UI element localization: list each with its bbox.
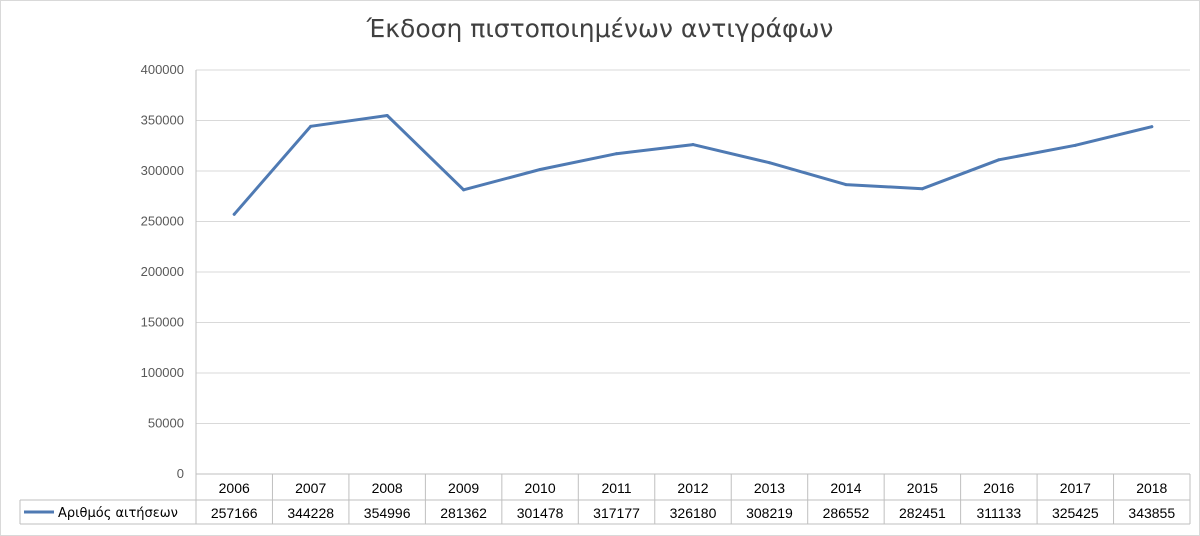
data-table-value: 343855 — [1128, 505, 1175, 521]
data-point — [997, 158, 1001, 162]
data-point — [232, 212, 236, 216]
grid-lines — [196, 69, 1190, 424]
x-tick-label: 2015 — [907, 480, 938, 496]
y-tick-label: 200000 — [141, 264, 184, 279]
data-table-value: 354996 — [364, 505, 411, 521]
legend-label: Αριθμός αιτήσεων — [58, 506, 178, 521]
x-tick-label: 2010 — [524, 480, 555, 496]
data-point — [767, 161, 771, 165]
data-table-value: 308219 — [746, 505, 793, 521]
data-point — [1073, 143, 1077, 147]
data-table-value: 257166 — [211, 505, 258, 521]
y-tick-label: 50000 — [148, 416, 184, 431]
data-point — [844, 183, 848, 187]
data-point — [691, 143, 695, 147]
series-group — [232, 113, 1154, 216]
x-tick-label: 2013 — [754, 480, 785, 496]
y-tick-label: 350000 — [141, 113, 184, 128]
y-tick-label: 150000 — [141, 315, 184, 330]
data-table-value: 311133 — [977, 505, 1022, 521]
data-point — [615, 152, 619, 156]
y-tick-label: 250000 — [141, 214, 184, 229]
chart-title: Έκδοση πιστοποιημένων αντιγράφων — [366, 14, 834, 43]
y-tick-label: 0 — [177, 466, 184, 481]
x-tick-label: 2016 — [983, 480, 1014, 496]
x-tick-label: 2008 — [372, 480, 403, 496]
data-table-value: 325425 — [1052, 505, 1099, 521]
x-tick-label: 2011 — [601, 480, 631, 496]
series-line — [232, 114, 1154, 216]
data-table-value: 286552 — [823, 505, 870, 521]
x-tick-label: 2017 — [1060, 480, 1091, 496]
data-point — [385, 113, 389, 117]
data-point — [538, 168, 542, 172]
data-table-value: 317177 — [593, 505, 640, 521]
x-tick-label: 2007 — [295, 480, 326, 496]
data-table-value: 344228 — [287, 505, 334, 521]
y-tick-label: 400000 — [141, 62, 184, 77]
data-point — [462, 188, 466, 192]
x-tick-label: 2006 — [219, 480, 250, 496]
x-tick-label: 2018 — [1136, 480, 1167, 496]
x-tick-label: 2012 — [677, 480, 708, 496]
x-tick-label: 2014 — [830, 480, 861, 496]
data-table-value: 282451 — [899, 505, 946, 521]
data-table: 2006 2007 2008 2009 2010 2011 2012 2013 2014 2015… — [19, 70, 1191, 525]
y-tick-label: 300000 — [141, 163, 184, 178]
data-point — [309, 124, 313, 128]
y-axis-ticks: 0 50000 100000 150000 200000 250000 300000 3500… — [141, 62, 184, 481]
data-table-value: 326180 — [670, 505, 717, 521]
data-point — [920, 187, 924, 191]
data-table-value: 301478 — [517, 505, 564, 521]
y-tick-label: 100000 — [141, 365, 184, 380]
x-tick-label: 2009 — [448, 480, 479, 496]
data-table-value: 281362 — [440, 505, 487, 521]
data-point — [1150, 125, 1154, 129]
